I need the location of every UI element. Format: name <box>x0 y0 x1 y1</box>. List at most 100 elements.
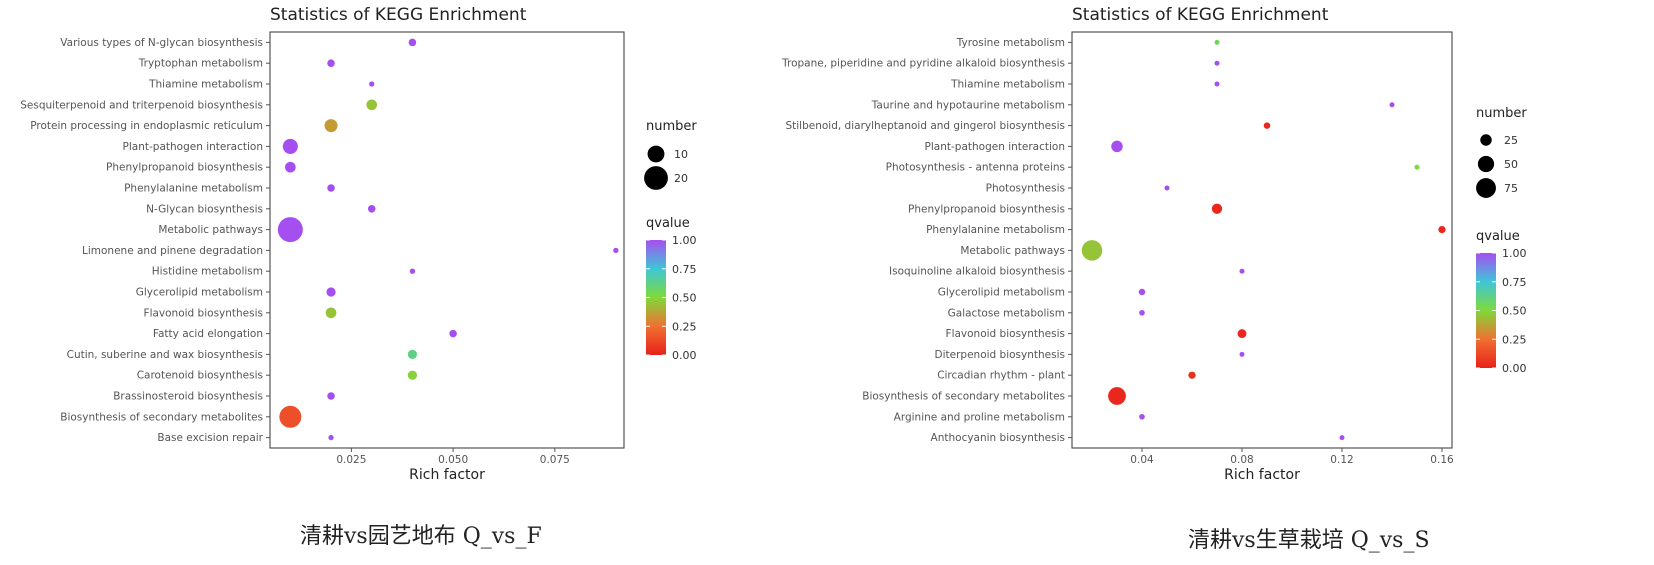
category-label: Phenylpropanoid biosynthesis <box>106 162 263 174</box>
data-point <box>1239 351 1245 357</box>
category-label: Anthocyanin biosynthesis <box>931 432 1065 444</box>
data-point <box>1214 81 1220 87</box>
caption-q-vs-f: 清耕vs园艺地布 Q_vs_F <box>300 524 542 549</box>
category-label: Brassinosteroid biosynthesis <box>113 391 263 403</box>
category-label: Phenylalanine metabolism <box>926 224 1065 236</box>
x-axis-title: Rich factor <box>409 467 485 483</box>
category-label: Biosynthesis of secondary metabolites <box>60 411 263 423</box>
caption-q-vs-s: 清耕vs生草栽培 Q_vs_S <box>1188 528 1430 553</box>
data-point <box>1138 288 1146 296</box>
color-legend-label: 0.50 <box>1502 305 1527 318</box>
data-point <box>324 119 338 133</box>
data-point <box>327 392 335 400</box>
x-tick-label: 0.16 <box>1430 454 1454 466</box>
data-point <box>1139 309 1145 316</box>
category-label: Flavonoid biosynthesis <box>144 307 263 319</box>
category-label: Glycerolipid metabolism <box>938 287 1065 299</box>
data-point <box>1263 122 1271 129</box>
color-legend-bar <box>1476 253 1496 368</box>
size-legend-label: 50 <box>1504 158 1518 171</box>
color-legend-label: 0.25 <box>1502 333 1527 346</box>
data-point <box>409 268 416 274</box>
color-legend-label: 0.75 <box>672 263 697 276</box>
color-legend-bar <box>646 240 666 355</box>
category-label: Fatty acid elongation <box>153 328 263 340</box>
chart-title: Statistics of KEGG Enrichment <box>1072 5 1329 25</box>
data-point <box>369 81 375 87</box>
category-label: Limonene and pinene degradation <box>82 245 263 257</box>
color-legend-title: qvalue <box>1476 229 1520 244</box>
data-point <box>1139 413 1145 420</box>
category-label: Metabolic pathways <box>158 224 263 236</box>
category-label: Plant-pathogen interaction <box>925 141 1065 153</box>
data-point <box>613 247 619 254</box>
data-point <box>366 99 378 111</box>
category-label: Tropane, piperidine and pyridine alkaloi… <box>781 58 1065 70</box>
size-legend-label: 20 <box>674 172 688 185</box>
size-legend-label: 25 <box>1504 134 1518 147</box>
category-label: Taurine and hypotaurine metabolism <box>871 99 1065 111</box>
chart-title: Statistics of KEGG Enrichment <box>270 5 527 25</box>
plot-panel <box>1071 31 1453 449</box>
category-label: Various types of N-glycan biosynthesis <box>60 37 263 49</box>
size-legend-label: 10 <box>674 148 688 161</box>
category-label: Plant-pathogen interaction <box>123 141 263 153</box>
x-tick-label: 0.12 <box>1330 454 1353 466</box>
category-label: Arginine and proline metabolism <box>894 411 1065 423</box>
category-label: Carotenoid biosynthesis <box>137 370 263 382</box>
data-point <box>1081 240 1103 261</box>
data-point <box>1438 225 1446 234</box>
size-legend-dot <box>647 145 665 163</box>
color-legend-label: 0.25 <box>672 320 697 333</box>
x-tick-label: 0.04 <box>1130 454 1154 466</box>
category-label: Thiamine metabolism <box>950 79 1065 91</box>
category-label: Stilbenoid, diarylheptanoid and gingerol… <box>785 120 1065 132</box>
data-point <box>327 184 335 192</box>
data-point <box>1414 164 1420 170</box>
data-point <box>1211 203 1223 214</box>
category-label: Metabolic pathways <box>960 245 1065 257</box>
data-point <box>325 307 337 319</box>
size-legend-title: number <box>646 119 697 134</box>
color-legend-label: 0.00 <box>672 349 697 362</box>
data-point <box>1339 435 1345 441</box>
data-point <box>1214 39 1220 45</box>
category-label: Galactose metabolism <box>948 307 1065 319</box>
color-legend-title: qvalue <box>646 216 690 231</box>
x-axis-title: Rich factor <box>1224 467 1300 483</box>
data-point <box>327 59 335 67</box>
data-point <box>1214 60 1220 66</box>
data-point <box>407 349 418 360</box>
data-point <box>282 138 298 154</box>
data-point <box>1237 329 1247 339</box>
category-label: N-Glycan biosynthesis <box>146 203 263 215</box>
data-point <box>285 161 296 173</box>
category-label: Tryptophan metabolism <box>138 58 263 70</box>
size-legend-dot <box>1480 134 1492 146</box>
size-legend-title: number <box>1476 106 1527 121</box>
x-tick-label: 0.075 <box>540 454 570 466</box>
chart-q-vs-s: Statistics of KEGG Enrichment Tyrosine me… <box>781 5 1527 483</box>
category-label: Photosynthesis - antenna proteins <box>886 162 1065 174</box>
data-point <box>279 405 302 428</box>
category-label: Glycerolipid metabolism <box>136 287 263 299</box>
data-point <box>407 370 418 380</box>
category-label: Isoquinoline alkaloid biosynthesis <box>889 266 1065 278</box>
category-label: Phenylpropanoid biosynthesis <box>908 203 1065 215</box>
size-legend-dot <box>1476 178 1496 198</box>
category-label: Circadian rhythm - plant <box>937 370 1065 382</box>
category-label: Base excision repair <box>157 432 263 444</box>
category-label: Sesquiterpenoid and triterpenoid biosynt… <box>20 99 263 111</box>
color-legend-label: 0.50 <box>672 292 697 305</box>
category-label: Cutin, suberine and wax biosynthesis <box>67 349 263 361</box>
color-legend-label: 0.75 <box>1502 276 1527 289</box>
x-tick-label: 0.08 <box>1230 454 1253 466</box>
data-point <box>1389 102 1395 108</box>
category-label: Tyrosine metabolism <box>956 37 1065 49</box>
category-label: Phenylalanine metabolism <box>124 183 263 195</box>
data-point <box>326 287 336 297</box>
data-point <box>408 38 417 47</box>
size-legend-dot <box>644 166 668 190</box>
x-tick-label: 0.025 <box>336 454 366 466</box>
